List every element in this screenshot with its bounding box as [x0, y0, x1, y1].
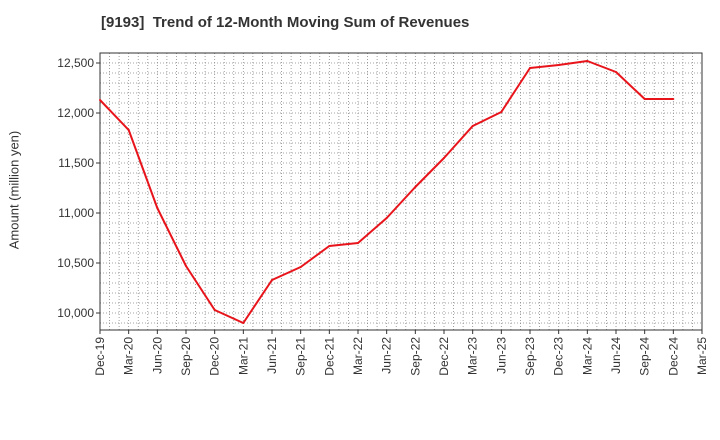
- x-tick-label: Jun-20: [150, 337, 164, 374]
- data-point: [385, 217, 388, 219]
- x-tick-label: Sep-23: [523, 337, 537, 376]
- data-point: [271, 279, 273, 281]
- data-point: [443, 157, 445, 159]
- plot-frame: [99, 52, 703, 331]
- data-point: [557, 64, 560, 66]
- y-tick-label: 11,000: [58, 206, 94, 220]
- data-point: [328, 245, 331, 247]
- x-tick-label: Dec-20: [208, 337, 222, 376]
- plot-area: [100, 53, 702, 330]
- x-tick-label: Dec-22: [437, 337, 451, 376]
- data-point: [586, 60, 589, 62]
- x-tick-label: Dec-19: [93, 337, 107, 376]
- x-tick-label: Dec-23: [552, 337, 566, 376]
- data-point: [242, 322, 245, 324]
- x-tick-label: Mar-25: [695, 337, 709, 375]
- data-point: [185, 265, 187, 267]
- x-tick-label: Mar-23: [466, 337, 480, 375]
- chart-title: [9193] Trend of 12-Month Moving Sum of R…: [101, 14, 470, 31]
- data-point: [529, 67, 531, 69]
- data-point: [643, 98, 646, 100]
- x-tick-label: Jun-24: [609, 337, 623, 374]
- data-point: [213, 309, 216, 311]
- data-point: [500, 111, 503, 113]
- x-tick-label: Jun-23: [494, 337, 508, 374]
- x-tick-label: Dec-21: [322, 337, 336, 376]
- x-tick-label: Mar-22: [351, 337, 365, 375]
- data-point: [357, 242, 359, 244]
- x-tick-label: Jun-22: [380, 337, 394, 374]
- data-point: [672, 98, 675, 100]
- data-point: [299, 266, 302, 268]
- data-point: [127, 129, 130, 131]
- grid: [100, 52, 702, 330]
- x-tick-label: Mar-20: [122, 337, 136, 375]
- x-tick-label: Mar-21: [236, 337, 250, 375]
- x-tick-label: Dec-24: [666, 337, 680, 376]
- y-tick-label: 12,000: [57, 106, 94, 120]
- y-tick-label: 12,500: [57, 56, 94, 70]
- data-point: [156, 207, 159, 209]
- x-tick-label: Sep-21: [294, 337, 308, 376]
- data-point: [471, 125, 474, 127]
- data-point: [414, 186, 417, 188]
- y-tick-label: 11,500: [58, 156, 94, 170]
- x-tick-label: Sep-22: [408, 337, 422, 376]
- y-tick-label: 10,000: [57, 306, 94, 320]
- x-tick-label: Jun-21: [265, 337, 279, 374]
- x-tick-label: Mar-24: [580, 337, 594, 375]
- y-tick-label: 10,500: [57, 256, 94, 270]
- x-tick-label: Sep-20: [179, 337, 193, 376]
- data-point: [99, 99, 101, 101]
- x-tick-label: Sep-24: [638, 337, 652, 376]
- data-point: [615, 71, 617, 73]
